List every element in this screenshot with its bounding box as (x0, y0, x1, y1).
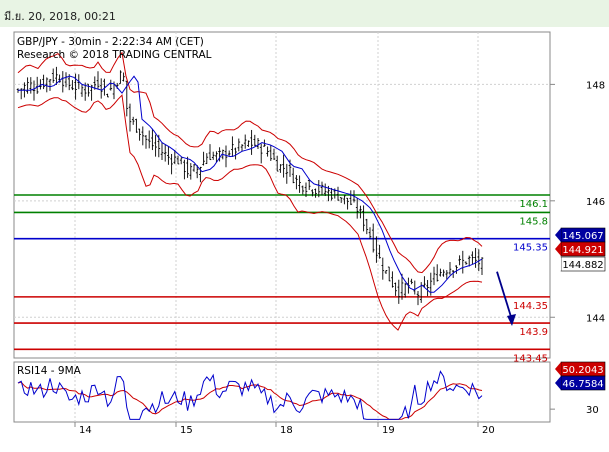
rsi-tag-label: 50.2043 (562, 365, 603, 376)
x-tick-label: 15 (180, 425, 193, 436)
rsi-lines: 30 50.2043 46.7584 (17, 361, 606, 420)
chart-title: GBP/JPY - 30min - 2:22:34 AM (CET) (17, 36, 204, 48)
rsi-tag-pointer (555, 362, 561, 376)
ma-line (18, 75, 483, 293)
x-tick-label: 18 (280, 425, 293, 436)
chart-subtitle: Research © 2018 TRADING CENTRAL (17, 49, 212, 61)
price-tag-pointer (555, 228, 561, 242)
x-tick-label: 14 (79, 425, 92, 436)
arrow-head (507, 313, 516, 326)
support-resistance-levels: 146.1 145.8 145.35 144.35 143.9 143.45 (14, 194, 550, 364)
price-tags: 145.067 144.921 144.882 (555, 227, 606, 272)
price-tag-label: 144.921 (562, 245, 603, 256)
rsi-line (17, 370, 483, 420)
y-tick-label: 148 (586, 80, 605, 91)
level-label: 143.9 (519, 327, 548, 338)
level-label: 145.35 (513, 243, 548, 254)
level-label: 145.8 (519, 216, 548, 227)
x-tick-label: 20 (482, 425, 495, 436)
lower-band (17, 94, 483, 331)
grid (14, 32, 550, 422)
price-tag-pointer (555, 242, 561, 256)
arrow-shaft (496, 271, 513, 321)
price-tag-label: 144.882 (562, 260, 603, 271)
date-text: มี.ย. 20, 2018, 00:21 (4, 10, 116, 23)
rsi-tick-label: 30 (586, 405, 599, 416)
date-bar: มี.ย. 20, 2018, 00:21 (0, 0, 609, 27)
y-tick-label: 146 (586, 197, 605, 208)
y-tick-label: 144 (586, 313, 605, 324)
level-label: 144.35 (513, 301, 548, 312)
price-tag-pointer (555, 257, 561, 271)
candles (16, 66, 484, 306)
price-tag-label: 145.067 (562, 231, 603, 242)
rsi-tag-label: 46.7584 (562, 379, 603, 390)
bollinger-bands (17, 51, 483, 331)
x-axis-ticks: 14 15 18 19 20 (74, 422, 495, 436)
forecast-arrow (496, 271, 516, 326)
upper-band (17, 51, 483, 274)
rsi-tag-pointer (555, 376, 561, 390)
rsi-label: RSI14 - 9MA (17, 365, 82, 377)
level-label: 146.1 (519, 199, 548, 210)
x-tick-label: 19 (382, 425, 395, 436)
moving-average (18, 75, 483, 293)
level-label: 143.45 (513, 353, 548, 364)
y-axis-ticks: 148 146 144 (550, 80, 605, 324)
